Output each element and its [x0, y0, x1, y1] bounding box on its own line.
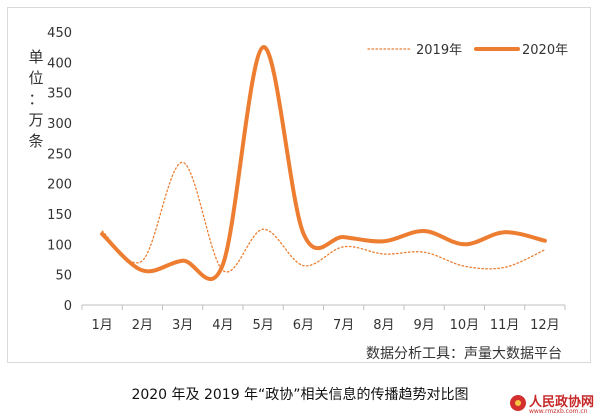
y-tick-label: 450	[47, 26, 72, 41]
x-tick-label: 7月	[333, 318, 354, 333]
series-group	[100, 45, 547, 282]
y-tick-label: 400	[47, 56, 72, 71]
x-tick-label: 8月	[373, 318, 394, 333]
x-tick-label: 6月	[293, 318, 314, 333]
y-tick-label: 100	[47, 238, 72, 253]
series-line-2019年	[101, 161, 546, 273]
x-tick-label: 9月	[413, 318, 434, 333]
legend-label-2020: 2020年	[522, 43, 568, 58]
y-axis-label-char: 万	[28, 111, 43, 129]
series-line-2020年	[100, 45, 547, 282]
x-tick-label: 12月	[530, 318, 560, 333]
y-axis-label: 单位 ： 万条	[28, 48, 43, 150]
x-tick-label: 4月	[212, 318, 233, 333]
x-tick-label: 10月	[450, 318, 480, 333]
logo-url: www.rmzxb.com.cn	[528, 408, 588, 415]
x-tick-label: 5月	[252, 318, 273, 333]
legend-label-2019: 2019年	[416, 43, 462, 58]
y-tick-label: 300	[47, 117, 72, 132]
x-tick-label: 1月	[91, 318, 112, 333]
figure-caption: 2020 年及 2019 年“政协”相关信息的传播趋势对比图	[131, 387, 469, 403]
x-tick-label: 2月	[132, 318, 153, 333]
y-axis-label-char: 单	[28, 48, 43, 66]
logo-name: 人民政协网	[528, 395, 594, 410]
line-chart: 0 50 100 150 200 250 300 350 400 450 1月 2月 3月 4月 5月 6月 7…	[28, 26, 568, 362]
y-tick-label: 50	[55, 269, 72, 284]
y-axis-label-char: 条	[28, 132, 43, 150]
x-tick-label: 11月	[490, 318, 520, 333]
chart-frame	[7, 7, 591, 363]
y-tick-label: 250	[47, 147, 72, 162]
y-tick-label: 150	[47, 208, 72, 223]
y-axis-label-char: 位	[28, 69, 43, 87]
legend: 2019年 2020年	[367, 43, 568, 58]
y-tick-label: 200	[47, 178, 72, 193]
y-axis-label-char: ：	[28, 90, 43, 108]
y-tick-label: 0	[64, 299, 72, 314]
axes: 0 50 100 150 200 250 300 350 400 450 1月 2月 3月 4月 5月 6月 7…	[47, 26, 566, 333]
site-logo: 人民政协网 www.rmzxb.com.cn	[509, 391, 594, 415]
source-note: 数据分析工具：声量大数据平台	[366, 346, 562, 362]
y-tick-label: 350	[47, 87, 72, 102]
x-tick-label: 3月	[172, 318, 193, 333]
emblem-icon	[509, 395, 526, 411]
